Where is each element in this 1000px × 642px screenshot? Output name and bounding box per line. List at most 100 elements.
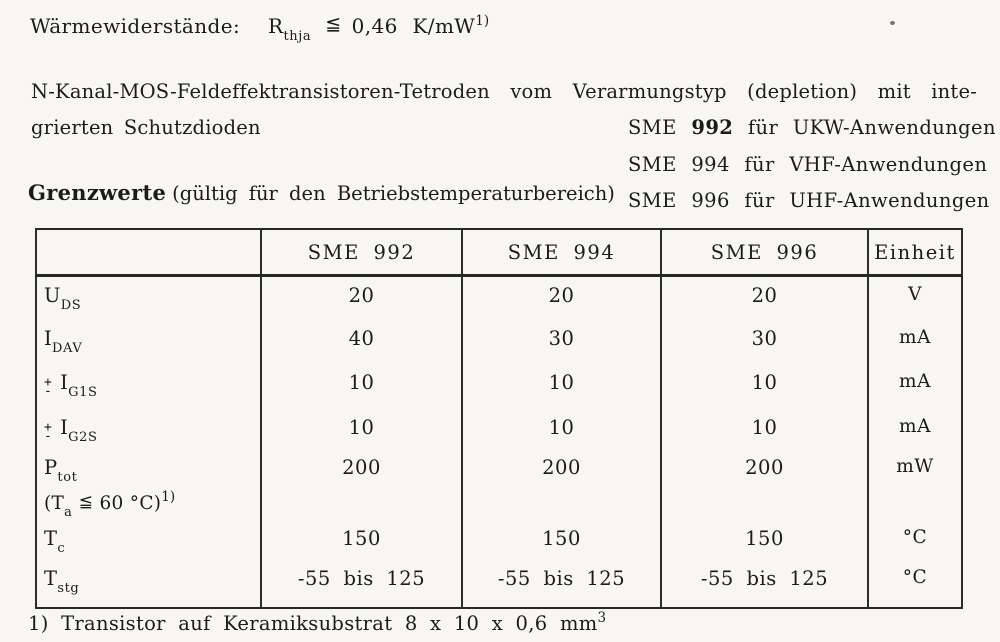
value-cell: 200 — [660, 448, 869, 520]
table-row: UDS 20 20 20 V — [35, 275, 963, 320]
application-connector: für — [744, 189, 775, 212]
param-cell: + - IG2S — [35, 408, 262, 449]
param-cell: + - IG1S — [35, 363, 262, 409]
application-use: VHF-Anwendungen — [789, 152, 988, 176]
param-cell: Tstg — [35, 559, 262, 608]
value-cell: -55 bis 125 — [260, 559, 463, 608]
column-header — [35, 229, 262, 277]
r-symbol-subscript: thja — [283, 29, 312, 44]
unit-cell: mA — [867, 363, 963, 409]
unit-cell: mA — [867, 319, 963, 364]
value-cell: 200 — [461, 448, 662, 520]
value-cell: 150 — [260, 519, 463, 560]
thermal-value: 0,46 K/mW — [351, 14, 476, 38]
application-notes: SME 992 für UKW-Anwendungen SME 994 für … — [628, 110, 996, 220]
param-symbol: U — [44, 284, 61, 307]
device-prefix: SME — [628, 189, 677, 212]
table-row: Ptot (Ta ≦ 60 °C)1) 200 200 200 mW — [35, 448, 963, 520]
value-cell: 30 — [660, 319, 869, 364]
param-symbol: P — [44, 455, 58, 479]
unit-cell: mW — [867, 448, 963, 520]
param-subscript: DAV — [52, 340, 83, 356]
param-symbol: I — [60, 415, 69, 439]
application-note: SME 992 für UKW-Anwendungen — [628, 110, 996, 147]
thermal-resistance-label: Wärmewiderstände: — [30, 14, 241, 38]
column-header: SME 996 — [660, 229, 869, 277]
column-header: SME 992 — [260, 229, 463, 277]
limits-title-line: Grenzwerte (gültig für den Betriebstemper… — [28, 180, 615, 205]
limits-table: SME 992 SME 994 SME 996 Einheit UDS 20 20 20 V I… — [35, 228, 963, 609]
param-subscript: G2S — [68, 429, 98, 445]
device-prefix: SME — [628, 152, 677, 176]
table-header-row: SME 992 SME 994 SME 996 Einheit — [35, 229, 963, 277]
plus-minus-icon: + - — [44, 419, 53, 444]
value-cell: 10 — [260, 363, 463, 409]
value-cell: 20 — [461, 275, 662, 320]
param-subscript: stg — [57, 580, 80, 596]
value-cell: 30 — [461, 319, 662, 364]
unit-cell: °C — [867, 519, 963, 560]
param-cell: IDAV — [35, 319, 262, 364]
value-cell: -55 bis 125 — [660, 559, 869, 608]
param-symbol: I — [44, 326, 53, 350]
column-header: SME 994 — [461, 229, 662, 277]
param-subscript: tot — [57, 469, 78, 485]
device-number: 996 — [691, 189, 730, 212]
device-number: 992 — [691, 116, 734, 139]
device-prefix: SME — [628, 116, 677, 139]
value-cell: 20 — [260, 275, 463, 320]
param-cell: UDS — [35, 275, 262, 320]
application-note: SME 994 für VHF-Anwendungen — [628, 147, 996, 184]
value-cell: 40 — [260, 319, 463, 364]
footnote-marker: 1) — [475, 13, 490, 29]
param-subscript: c — [57, 540, 66, 556]
param-symbol: T — [44, 526, 58, 550]
application-use: UKW-Anwendungen — [792, 116, 996, 139]
limits-title: Grenzwerte — [28, 180, 167, 205]
application-use: UHF-Anwendungen — [789, 189, 990, 212]
value-cell: 200 — [260, 448, 463, 520]
value-cell: 150 — [660, 519, 869, 560]
value-cell: 10 — [461, 408, 662, 449]
footnote-sup: 3 — [597, 610, 607, 626]
unit-cell: V — [867, 275, 963, 320]
plus-minus-icon: + - — [44, 374, 53, 399]
application-connector: für — [744, 152, 775, 176]
unit-cell: mA — [867, 408, 963, 449]
footnote-text: Transistor auf Keramiksubstrat 8 x 10 x … — [61, 612, 598, 635]
param-cell: Tc — [35, 519, 262, 560]
param-subscript: DS — [60, 298, 82, 313]
table-body: UDS 20 20 20 V IDAV 40 30 30 mA + - IG1S 10 10 10 mA + - IG… — [35, 275, 963, 608]
thermal-resistance-formula: Rthja ≦ 0,46 K/mW1) — [268, 13, 489, 44]
unit-cell: °C — [867, 559, 963, 608]
value-cell: 10 — [660, 408, 869, 449]
value-cell: -55 bis 125 — [461, 559, 662, 608]
param-cell: Ptot (Ta ≦ 60 °C)1) — [35, 448, 262, 520]
less-equal-sign: ≦ — [325, 13, 342, 35]
value-cell: 10 — [660, 363, 869, 409]
intro-line-1: N-Kanal-MOS-Feldeffektransistoren-Tetrod… — [31, 80, 977, 103]
value-cell: 10 — [461, 363, 662, 409]
table-row: + - IG1S 10 10 10 mA — [35, 363, 963, 409]
footnote-ref: 1) — [28, 612, 49, 635]
table-row: Tc 150 150 150 °C — [35, 519, 963, 560]
table-row: IDAV 40 30 30 mA — [35, 319, 963, 364]
device-number: 994 — [691, 152, 730, 176]
footnote: 1) Transistor auf Keramiksubstrat 8 x 10… — [28, 610, 606, 635]
application-note: SME 996 für UHF-Anwendungen — [628, 183, 996, 220]
intro-line-2: grierten Schutzdioden — [31, 116, 261, 139]
value-cell: 20 — [660, 275, 869, 320]
limits-title-note: (gültig für den Betriebstemperaturbereic… — [172, 182, 615, 205]
param-subscript: G1S — [68, 384, 98, 400]
value-cell: 150 — [461, 519, 662, 560]
scan-speck — [890, 21, 895, 25]
param-symbol: I — [60, 370, 69, 394]
r-symbol: R — [268, 14, 284, 38]
application-connector: für — [747, 116, 779, 139]
param-symbol: T — [44, 566, 58, 590]
table-row: Tstg -55 bis 125 -55 bis 125 -55 bis 125 °C — [35, 559, 963, 608]
column-header: Einheit — [867, 229, 963, 277]
param-condition: (Ta ≦ 60 °C)1) — [44, 488, 176, 520]
table-row: + - IG2S 10 10 10 mA — [35, 408, 963, 449]
